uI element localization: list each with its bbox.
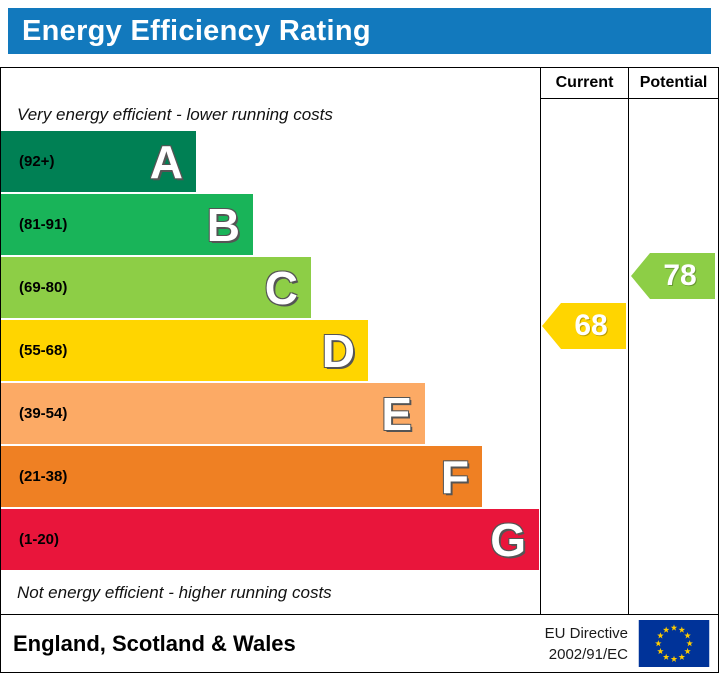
potential-column-header: Potential <box>629 68 718 99</box>
current-rating-value: 68 <box>574 309 608 342</box>
band-row: (39-54) E <box>1 383 540 446</box>
potential-column: Potential 78 <box>629 68 718 614</box>
region-label: England, Scotland & Wales <box>13 630 296 656</box>
chart-grid: Very energy efficient - lower running co… <box>1 68 718 614</box>
band-range-label: (92+) <box>19 153 55 170</box>
potential-column-body: 78 <box>629 99 718 614</box>
bottom-caption: Not energy efficient - higher running co… <box>17 583 332 602</box>
eu-directive-line1: EU Directive <box>544 624 628 642</box>
current-column-body: 68 <box>541 99 628 614</box>
band-letter: A <box>149 135 183 188</box>
page-title: Energy Efficiency Rating <box>22 14 371 47</box>
band-letter: D <box>321 324 355 377</box>
band-row: (21-38) F <box>1 446 540 509</box>
band-letter: G <box>490 513 526 566</box>
eu-flag-icon <box>638 620 710 667</box>
band-bar-a: (92+) A <box>1 131 196 192</box>
footer: England, Scotland & Wales EU Directive 2… <box>1 614 718 672</box>
band-bar-g: (1-20) G <box>1 509 539 570</box>
potential-rating-value: 78 <box>663 259 697 292</box>
band-range-label: (55-68) <box>19 342 68 359</box>
epc-chart: Very energy efficient - lower running co… <box>0 67 719 673</box>
eu-directive-text: EU Directive 2002/91/EC <box>545 623 628 665</box>
current-column-header: Current <box>541 68 628 99</box>
band-letter: E <box>381 387 412 440</box>
band-bar-b: (81-91) B <box>1 194 253 255</box>
band-letter: B <box>206 198 240 251</box>
band-letter: F <box>440 450 469 503</box>
band-bar-e: (39-54) E <box>1 383 425 444</box>
band-row: (81-91) B <box>1 194 540 257</box>
band-bar-f: (21-38) F <box>1 446 482 507</box>
eu-directive-line2: 2002/91/EC <box>548 645 628 663</box>
band-range-label: (81-91) <box>19 216 68 233</box>
title-bar: Energy Efficiency Rating <box>8 8 711 54</box>
bands-column: Very energy efficient - lower running co… <box>1 68 541 614</box>
top-caption: Very energy efficient - lower running co… <box>17 105 333 124</box>
current-rating-pointer: 68 <box>542 303 626 349</box>
band-row: (1-20) G <box>1 509 540 572</box>
band-letter: C <box>264 261 298 314</box>
band-row: (69-80) C <box>1 257 540 320</box>
band-range-label: (21-38) <box>19 468 68 485</box>
band-row: (55-68) D <box>1 320 540 383</box>
band-range-label: (39-54) <box>19 405 68 422</box>
band-row: (92+) A <box>1 131 540 194</box>
band-range-label: (1-20) <box>19 531 60 548</box>
band-bar-c: (69-80) C <box>1 257 311 318</box>
current-column: Current 68 <box>541 68 629 614</box>
potential-rating-pointer: 78 <box>631 253 715 299</box>
header-spacer <box>1 68 540 99</box>
band-range-label: (69-80) <box>19 279 68 296</box>
band-bar-d: (55-68) D <box>1 320 368 381</box>
